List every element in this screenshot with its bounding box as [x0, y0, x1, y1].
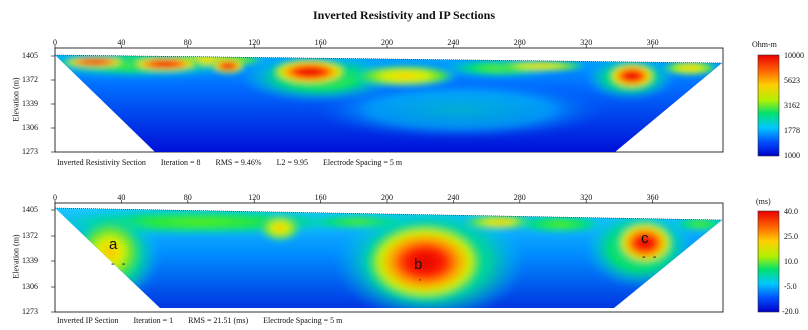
- zone-marks-a: - -: [111, 258, 128, 270]
- ip-cb-1: 25.0: [784, 232, 798, 241]
- ip-footer: Inverted IP Section Iteration = 1 RMS = …: [57, 316, 355, 325]
- res-ytick-0: 1405: [22, 51, 38, 60]
- ip-xtick-label: 0: [53, 193, 57, 202]
- zone-label-c: c: [641, 230, 649, 247]
- res-xtick-label: 160: [314, 38, 327, 47]
- ip-cb-0: 40.0: [784, 207, 798, 216]
- ip-xtick-label: 240: [447, 193, 460, 202]
- ip-ytick-4: 1273: [22, 307, 38, 316]
- ip-iteration: Iteration = 1: [133, 316, 174, 325]
- res-xtick-label: 200: [381, 38, 393, 47]
- ip-spacing: Electrode Spacing = 5 m: [263, 316, 343, 325]
- res-spacing: Electrode Spacing = 5 m: [322, 158, 403, 167]
- res-cb-4: 1000: [784, 151, 800, 160]
- res-rms: RMS = 9.46%: [215, 158, 262, 167]
- ip-xtick-label: 200: [381, 193, 393, 202]
- res-xtick-label: 240: [447, 38, 460, 47]
- res-section-name: Inverted Resistivity Section: [57, 158, 146, 167]
- ip-xtick-label: 80: [183, 193, 192, 202]
- ip-rms: RMS = 21.51 (ms): [188, 316, 249, 325]
- res-ytick-2: 1339: [22, 99, 38, 108]
- ip-colorbar-unit: (ms): [756, 197, 771, 206]
- res-xtick-label: 280: [513, 38, 526, 47]
- res-l2: L2 = 9.95: [276, 158, 308, 167]
- res-xtick-label: 360: [646, 38, 659, 47]
- ip-y-ticks: [51, 209, 55, 313]
- res-cb-1: 5623: [784, 76, 800, 85]
- res-ytick-1: 1372: [22, 75, 38, 84]
- resistivity-colorbar: [757, 54, 780, 157]
- zone-label-a: a: [109, 236, 118, 253]
- ip-ytick-2: 1339: [22, 256, 38, 265]
- resistivity-y-ticks: [51, 55, 55, 153]
- res-xtick-label: 80: [183, 38, 192, 47]
- ip-xtick-label: 120: [248, 193, 261, 202]
- res-ytick-4: 1273: [22, 147, 38, 156]
- ip-section-name: Inverted IP Section: [57, 316, 119, 325]
- resistivity-x-ticks: [54, 45, 653, 48]
- res-iteration: Iteration = 8: [160, 158, 201, 167]
- ip-cb-2: 10.0: [784, 257, 798, 266]
- res-xtick-label: 40: [117, 38, 126, 47]
- resistivity-colorbar-unit: Ohm-m: [752, 40, 777, 49]
- resistivity-y-axis-title: Elevation (m): [11, 77, 21, 122]
- ip-xtick-label: 360: [646, 193, 659, 202]
- ip-xtick-label: 160: [314, 193, 327, 202]
- ip-plot-frame: [54, 202, 724, 313]
- res-cb-0: 10000: [784, 51, 804, 60]
- res-xtick-label: 0: [53, 38, 57, 47]
- res-xtick-label: 120: [248, 38, 261, 47]
- ip-colorbar: [757, 210, 780, 313]
- ip-ytick-0: 1405: [22, 205, 38, 214]
- ip-cb-3: -5.0: [784, 282, 797, 291]
- zone-label-b: b: [414, 256, 423, 273]
- ip-x-ticks: [54, 200, 653, 203]
- ip-y-axis-title: Elevation (m): [11, 234, 21, 279]
- zone-marks-b: ·: [418, 274, 424, 286]
- zone-marks-c: - -: [642, 251, 659, 263]
- figure-title: Inverted Resistivity and IP Sections: [312, 8, 495, 22]
- res-cb-2: 3162: [784, 101, 800, 110]
- ip-xtick-label: 280: [513, 193, 526, 202]
- res-cb-3: 1778: [784, 126, 800, 135]
- ip-xtick-label: 40: [117, 193, 126, 202]
- ip-ytick-1: 1372: [22, 231, 38, 240]
- ip-ytick-3: 1306: [22, 282, 38, 291]
- ip-section-fill: [55, 208, 722, 308]
- res-xtick-label: 320: [580, 38, 593, 47]
- ip-xtick-label: 320: [580, 193, 593, 202]
- resistivity-section: [55, 55, 722, 152]
- res-ytick-3: 1306: [22, 123, 38, 132]
- resistivity-footer: Inverted Resistivity Section Iteration =…: [57, 158, 415, 167]
- ip-cb-4: -20.0: [782, 307, 799, 316]
